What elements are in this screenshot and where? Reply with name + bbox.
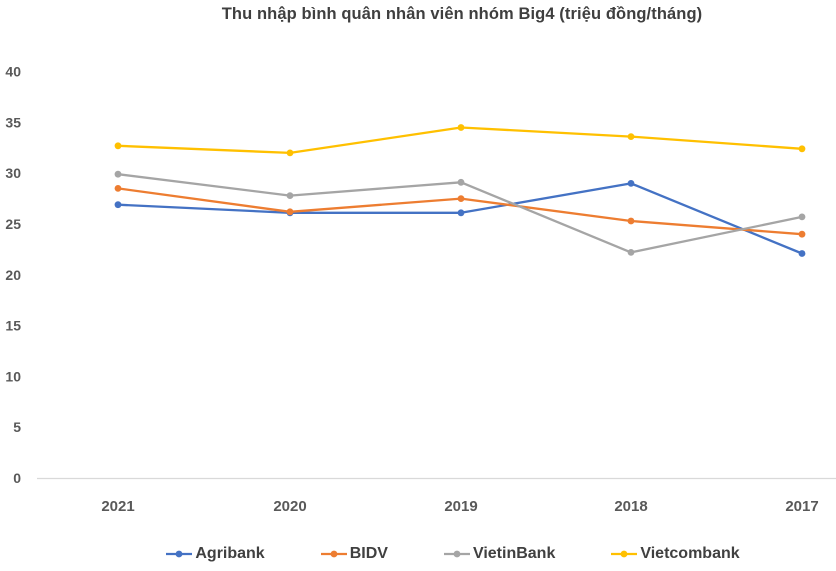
data-point-marker-bidv-2018 <box>627 217 635 225</box>
legend-item-vietcombank: Vietcombank <box>611 545 740 563</box>
series-line-vietcombank <box>117 126 803 155</box>
y-axis-tick-label: 40 <box>5 64 21 80</box>
data-point-marker-agribank-2019 <box>457 209 465 217</box>
legend-label: VietinBank <box>472 545 556 562</box>
legend-item-bidv: BIDV <box>320 545 388 563</box>
data-point-marker-bidv-2017 <box>798 230 806 238</box>
data-point-marker-vietinbank-2021 <box>114 170 122 178</box>
y-axis-tick-label: 25 <box>5 216 21 232</box>
legend-item-agribank: Agribank <box>166 545 265 563</box>
x-axis-tick-label: 2021 <box>101 498 134 515</box>
legend-item-vietinbank: VietinBank <box>443 545 556 563</box>
chart-title: Thu nhập bình quân nhân viên nhóm Big4 (… <box>221 5 703 23</box>
legend-marker-icon <box>443 550 470 558</box>
legend-marker-icon <box>166 550 193 558</box>
legend-marker-icon <box>320 550 347 558</box>
series-line-agribank <box>117 182 803 255</box>
y-axis-tick-label: 10 <box>5 368 21 384</box>
chart-legend: Agribank BIDV VietinBank Vietcombank <box>0 545 836 563</box>
data-point-marker-vietinbank-2019 <box>457 178 465 186</box>
y-axis-tick-label: 0 <box>13 470 21 486</box>
data-point-marker-bidv-2020 <box>286 208 294 216</box>
x-axis-tick-label: 2020 <box>273 498 306 515</box>
y-axis-tick-label: 5 <box>13 419 21 435</box>
x-axis-tick-label: 2019 <box>444 498 477 515</box>
y-axis-tick-label: 15 <box>5 318 21 334</box>
y-axis-tick-label: 35 <box>5 114 21 130</box>
legend-label: Agribank <box>195 545 265 562</box>
data-point-marker-vietcombank-2021 <box>114 142 122 150</box>
y-axis-tick-label: 20 <box>5 267 21 283</box>
data-point-marker-vietinbank-2020 <box>286 192 294 200</box>
data-point-marker-vietcombank-2018 <box>627 133 635 141</box>
legend-label: Vietcombank <box>640 545 740 562</box>
data-point-marker-bidv-2021 <box>114 185 122 192</box>
data-point-marker-bidv-2019 <box>457 195 465 203</box>
data-point-marker-agribank-2017 <box>798 250 806 257</box>
y-axis-tick-label: 30 <box>5 165 21 181</box>
data-point-marker-vietcombank-2017 <box>798 145 806 153</box>
legend-label: BIDV <box>349 545 388 562</box>
data-point-marker-vietinbank-2017 <box>798 213 806 221</box>
data-point-marker-agribank-2018 <box>627 180 635 187</box>
data-point-marker-vietcombank-2019 <box>457 124 465 131</box>
data-point-marker-agribank-2021 <box>114 201 122 209</box>
legend-marker-icon <box>611 550 638 558</box>
data-point-marker-vietinbank-2018 <box>627 249 635 256</box>
data-point-marker-vietcombank-2020 <box>286 149 294 157</box>
x-axis-tick-label: 2017 <box>785 498 818 515</box>
x-axis-tick-label: 2018 <box>614 498 647 515</box>
